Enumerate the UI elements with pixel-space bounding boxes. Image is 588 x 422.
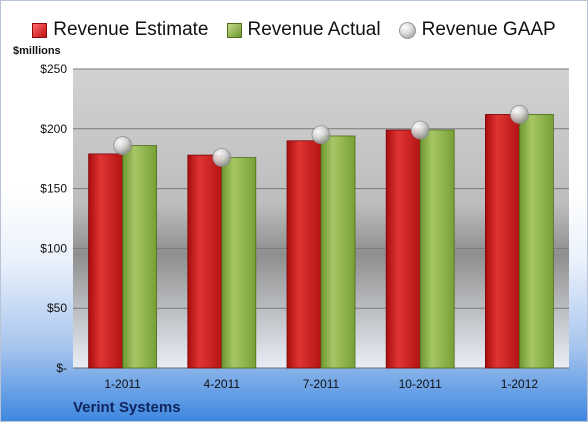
bar-estimate bbox=[385, 129, 421, 369]
y-tick-label: $150 bbox=[40, 182, 67, 196]
bar-estimate bbox=[187, 154, 223, 369]
x-tick-label: 1-2012 bbox=[501, 377, 539, 391]
legend-item-actual: Revenue Actual bbox=[226, 19, 381, 41]
x-tick-label: 1-2011 bbox=[104, 377, 141, 391]
marker-gaap bbox=[212, 148, 232, 167]
legend-swatch-gaap bbox=[398, 21, 416, 39]
bar-actual bbox=[221, 157, 257, 369]
x-tick-label: 7-2011 bbox=[303, 377, 340, 391]
bar-estimate bbox=[484, 114, 520, 369]
bar-estimate bbox=[286, 140, 322, 369]
marker-gaap bbox=[311, 125, 331, 145]
y-tick-label: $200 bbox=[40, 122, 67, 136]
bar-actual bbox=[122, 145, 157, 369]
legend-label-gaap: Revenue GAAP bbox=[421, 19, 556, 40]
legend-swatch-actual bbox=[226, 22, 242, 38]
marker-gaap bbox=[510, 105, 529, 124]
bar-actual bbox=[519, 114, 554, 369]
y-tick-label: $250 bbox=[40, 62, 67, 76]
legend-item-estimate: Revenue Estimate bbox=[32, 19, 209, 41]
company-name: Verint Systems bbox=[73, 399, 181, 416]
y-tick-label: $100 bbox=[40, 241, 67, 255]
legend-swatch-estimate bbox=[32, 22, 48, 38]
marker-gaap bbox=[410, 120, 430, 140]
bar-actual bbox=[419, 129, 455, 369]
x-tick-label: 4-2011 bbox=[204, 377, 241, 391]
chart-legend: Revenue Estimate Revenue Actual Revenue … bbox=[1, 17, 587, 43]
legend-item-gaap: Revenue GAAP bbox=[398, 19, 556, 41]
y-axis-unit-label: $millions bbox=[13, 45, 61, 57]
y-tick-label: $- bbox=[56, 361, 67, 375]
bar-estimate bbox=[88, 153, 123, 369]
legend-label-estimate: Revenue Estimate bbox=[53, 19, 209, 40]
marker-gaap bbox=[113, 136, 132, 155]
y-tick-label: $50 bbox=[47, 301, 67, 315]
x-tick-label: 10-2011 bbox=[399, 377, 442, 391]
bar-actual bbox=[320, 135, 356, 369]
legend-label-actual: Revenue Actual bbox=[247, 19, 381, 40]
